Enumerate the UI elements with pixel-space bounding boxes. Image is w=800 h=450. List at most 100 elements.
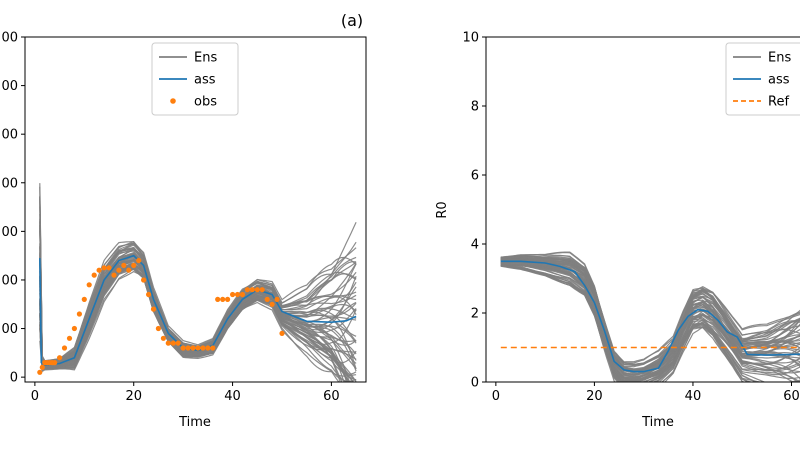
observation-point <box>81 296 87 302</box>
observation-point <box>37 369 43 375</box>
observation-point <box>121 262 127 268</box>
x-tick-label: 20 <box>586 389 603 404</box>
observation-point <box>200 345 206 351</box>
observation-point <box>215 296 221 302</box>
y-tick-label: 0 <box>10 371 18 386</box>
y-axis-label-b: R0 <box>435 201 450 218</box>
ensemble-line <box>500 257 800 372</box>
ensemble-line <box>500 254 800 371</box>
observation-point <box>106 265 112 271</box>
ensemble-line <box>500 264 799 382</box>
y-tick-label: 8 <box>471 100 479 115</box>
y-tick-label: 10 <box>462 31 479 46</box>
legend-label: ass <box>768 73 790 88</box>
chart-panel-b: 0 20 40 60 0 2 4 6 8 10 Time R0 Ens ass Ref <box>435 31 800 430</box>
x-tick-label: 0 <box>492 389 500 404</box>
observation-point <box>230 291 236 298</box>
observation-point <box>175 340 181 346</box>
ensemble-lines-a <box>39 183 357 382</box>
observation-point <box>225 296 231 302</box>
observation-point <box>254 287 260 293</box>
legend-label: Ens <box>768 51 791 66</box>
y-tick-label: 4 <box>471 238 479 253</box>
ensemble-line <box>500 261 800 382</box>
legend-label: Ref <box>768 95 789 110</box>
observation-point <box>180 345 186 351</box>
observation-point <box>195 345 201 351</box>
observation-point <box>141 277 147 283</box>
x-axis-label-b: Time <box>641 415 674 430</box>
x-tick-label: 60 <box>323 389 340 404</box>
observation-point <box>244 287 250 293</box>
ensemble-line <box>39 265 345 382</box>
y-tick-label: 00 <box>1 225 18 240</box>
panel-label-a: (a) <box>341 11 363 30</box>
series-lines-b <box>500 260 800 373</box>
y-tick-label: 0 <box>471 376 479 391</box>
x-tick-label: 20 <box>125 389 142 404</box>
observation-point <box>274 296 280 302</box>
ensemble-line <box>500 256 800 364</box>
observation-point <box>91 272 97 278</box>
observation-point <box>57 355 63 361</box>
observation-point <box>66 335 73 341</box>
ensemble-line <box>500 255 800 375</box>
ensemble-lines-b <box>500 251 800 382</box>
ensemble-line <box>500 264 762 382</box>
observation-point <box>190 345 196 351</box>
observation-point <box>61 345 68 351</box>
observation-point <box>39 364 45 370</box>
plot-frame-b <box>485 36 800 383</box>
y-tick-label: 00 <box>1 79 18 94</box>
observation-point <box>220 296 226 302</box>
legend-marker <box>170 98 176 104</box>
ensemble-line <box>500 265 750 382</box>
observation-point <box>234 291 241 298</box>
observation-point <box>96 267 102 273</box>
x-tick-label: 40 <box>224 389 241 404</box>
observation-point <box>126 267 132 273</box>
observation-point <box>279 330 285 336</box>
observation-point <box>185 345 191 351</box>
observation-point <box>205 345 211 351</box>
observation-point <box>160 335 166 341</box>
observation-point <box>264 296 270 302</box>
y-tick-label: 00 <box>1 31 18 46</box>
observation-point <box>239 291 245 298</box>
legend-a: Ens ass obs <box>151 42 239 116</box>
observation-point <box>76 311 82 317</box>
plot-frame-a <box>24 36 367 383</box>
x-tick-label: 60 <box>783 389 800 404</box>
observation-point <box>131 262 137 268</box>
observation-point <box>150 306 157 312</box>
legend-label: obs <box>194 95 217 110</box>
legend-label: Ens <box>194 51 217 66</box>
assimilated-line <box>500 260 800 373</box>
legend-label: ass <box>194 73 216 88</box>
observation-point <box>259 287 265 293</box>
observation-point <box>146 291 152 298</box>
y-tick-label: 6 <box>471 169 479 184</box>
assimilated-line <box>39 254 357 366</box>
observation-point <box>210 345 216 351</box>
observation-point <box>101 265 107 271</box>
x-ticks-b: 0 20 40 60 <box>492 382 800 404</box>
observation-point <box>116 267 122 273</box>
y-tick-label: 00 <box>1 176 18 191</box>
ensemble-line <box>500 262 800 382</box>
x-tick-label: 0 <box>31 389 39 404</box>
legend-box <box>151 42 239 116</box>
observation-point <box>86 282 92 288</box>
ensemble-line <box>39 197 357 363</box>
y-tick-label: 00 <box>1 273 18 288</box>
y-tick-label: 00 <box>1 128 18 143</box>
ensemble-line <box>500 263 800 380</box>
observation-point <box>249 287 255 293</box>
x-axis-label-a: Time <box>178 415 211 430</box>
legend-box <box>725 42 800 116</box>
observation-point <box>111 272 117 278</box>
observation-point <box>165 340 171 346</box>
y-tick-label: 2 <box>471 307 479 322</box>
